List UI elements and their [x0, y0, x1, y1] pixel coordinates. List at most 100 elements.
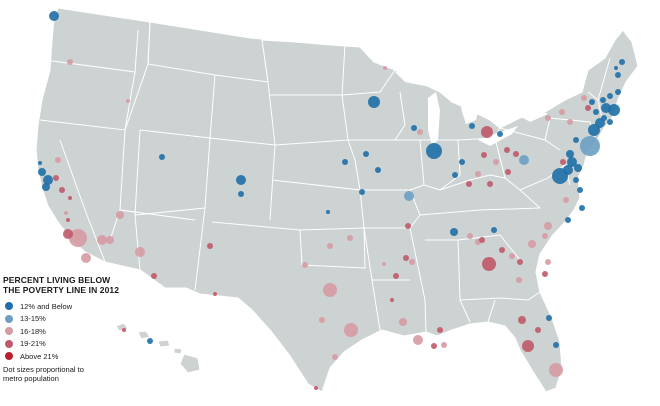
- metro-dot: [481, 152, 487, 158]
- legend-title: PERCENT LIVING BELOW THE POVERTY LINE IN…: [3, 275, 143, 295]
- legend-swatch-4: [5, 352, 13, 361]
- metro-dot: [323, 283, 337, 297]
- state-borders: [39, 21, 611, 333]
- metro-dot: [585, 105, 591, 111]
- metro-dot: [619, 59, 625, 65]
- metro-dot: [467, 233, 473, 239]
- metro-dot: [344, 323, 358, 337]
- metro-dot: [600, 97, 606, 103]
- metro-dot: [509, 253, 515, 259]
- metro-dot: [505, 169, 511, 175]
- legend-swatch-0: [5, 302, 13, 311]
- metro-dot: [411, 125, 417, 131]
- metro-dot: [573, 177, 579, 183]
- metro-dot: [441, 342, 447, 348]
- legend-item: 13-15%: [3, 313, 153, 326]
- metro-dot: [347, 235, 353, 241]
- legend-item: Above 21%: [3, 350, 153, 363]
- metro-dot: [417, 129, 423, 135]
- metro-dot: [122, 328, 126, 332]
- metro-dot: [615, 89, 621, 95]
- metro-dot: [38, 168, 46, 176]
- metro-dot: [147, 338, 153, 344]
- metro-dot: [393, 273, 399, 279]
- metro-dot: [469, 123, 475, 129]
- legend-swatch-2: [5, 327, 13, 336]
- map-legend: PERCENT LIVING BELOW THE POVERTY LINE IN…: [3, 275, 153, 383]
- metro-dot: [207, 243, 213, 249]
- legend-note: Dot sizes proportional to metro populati…: [3, 365, 113, 383]
- metro-dot: [106, 236, 114, 244]
- metro-dot: [55, 157, 61, 163]
- great-lakes: [395, 66, 548, 146]
- metro-dot: [97, 235, 107, 245]
- metro-dot: [236, 175, 246, 185]
- metro-dot: [38, 161, 42, 165]
- metro-dot: [59, 187, 65, 193]
- metro-dot: [238, 191, 244, 197]
- metro-dot: [390, 298, 394, 302]
- metro-dot: [450, 228, 458, 236]
- legend-swatch-1: [5, 314, 13, 323]
- metro-dot: [368, 96, 380, 108]
- metro-dot: [67, 59, 73, 65]
- metro-dot: [431, 343, 437, 349]
- metro-dot: [383, 66, 387, 70]
- legend-item: 19-21%: [3, 338, 153, 351]
- metro-dot: [43, 175, 53, 185]
- metro-dot: [563, 197, 569, 203]
- metro-dot: [302, 262, 308, 268]
- metro-dot: [159, 154, 165, 160]
- metro-dot: [327, 243, 333, 249]
- metro-dot: [608, 104, 620, 116]
- metro-dot: [64, 211, 68, 215]
- metro-dot: [459, 159, 465, 165]
- legend-note-line1: Dot sizes proportional to: [3, 364, 84, 374]
- metro-dot: [497, 131, 503, 137]
- metro-dot: [466, 181, 472, 187]
- metro-dot: [559, 109, 565, 115]
- metro-dot: [573, 137, 579, 143]
- legend-label: 12% and Below: [20, 301, 73, 311]
- metro-dot: [579, 205, 585, 211]
- metro-dot: [553, 342, 559, 348]
- metro-dot: [413, 335, 423, 345]
- metro-dot: [580, 136, 600, 156]
- metro-dot: [565, 217, 571, 223]
- metro-dot: [519, 155, 529, 165]
- metro-dot: [560, 159, 566, 165]
- metro-dots: [38, 11, 625, 390]
- metro-dot: [566, 150, 574, 158]
- metro-dot: [405, 223, 411, 229]
- metro-dot: [126, 99, 130, 103]
- metro-dot: [68, 196, 72, 200]
- metro-dot: [549, 363, 563, 377]
- metro-dot: [326, 210, 330, 214]
- metro-dot: [319, 317, 325, 323]
- legend-swatch-3: [5, 339, 13, 348]
- metro-dot: [535, 327, 541, 333]
- metro-dot: [528, 240, 536, 248]
- metro-dot: [546, 315, 552, 321]
- metro-dot: [332, 354, 338, 360]
- metro-dot: [53, 175, 59, 181]
- metro-dot: [542, 233, 548, 239]
- metro-dot: [363, 151, 369, 157]
- metro-dot: [116, 211, 124, 219]
- legend-title-line1: PERCENT LIVING BELOW: [3, 275, 111, 285]
- metro-dot: [493, 159, 499, 165]
- metro-dot: [475, 171, 481, 177]
- metro-dot: [487, 181, 493, 187]
- legend-label: Above 21%: [20, 351, 59, 361]
- metro-dot: [359, 189, 365, 195]
- metro-dot: [589, 99, 595, 105]
- metro-dot: [69, 229, 87, 247]
- metro-dot: [409, 259, 415, 265]
- metro-dot: [399, 318, 407, 326]
- legend-item: 16-18%: [3, 325, 153, 338]
- metro-dot: [342, 159, 348, 165]
- metro-dot: [607, 119, 613, 125]
- legend-label: 16-18%: [20, 326, 46, 336]
- metro-dot: [593, 109, 599, 115]
